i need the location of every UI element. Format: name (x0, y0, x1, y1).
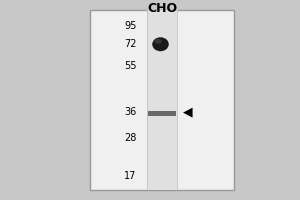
FancyBboxPatch shape (90, 10, 234, 190)
Ellipse shape (152, 37, 169, 51)
Text: 55: 55 (124, 61, 136, 71)
Text: 95: 95 (124, 21, 136, 31)
Text: 17: 17 (124, 171, 136, 181)
Text: 28: 28 (124, 133, 136, 143)
Text: CHO: CHO (147, 2, 177, 15)
Ellipse shape (154, 39, 162, 44)
FancyBboxPatch shape (148, 111, 176, 116)
Text: ◀: ◀ (183, 106, 193, 119)
FancyBboxPatch shape (147, 10, 177, 190)
Text: 72: 72 (124, 39, 136, 49)
Text: 36: 36 (124, 107, 136, 117)
